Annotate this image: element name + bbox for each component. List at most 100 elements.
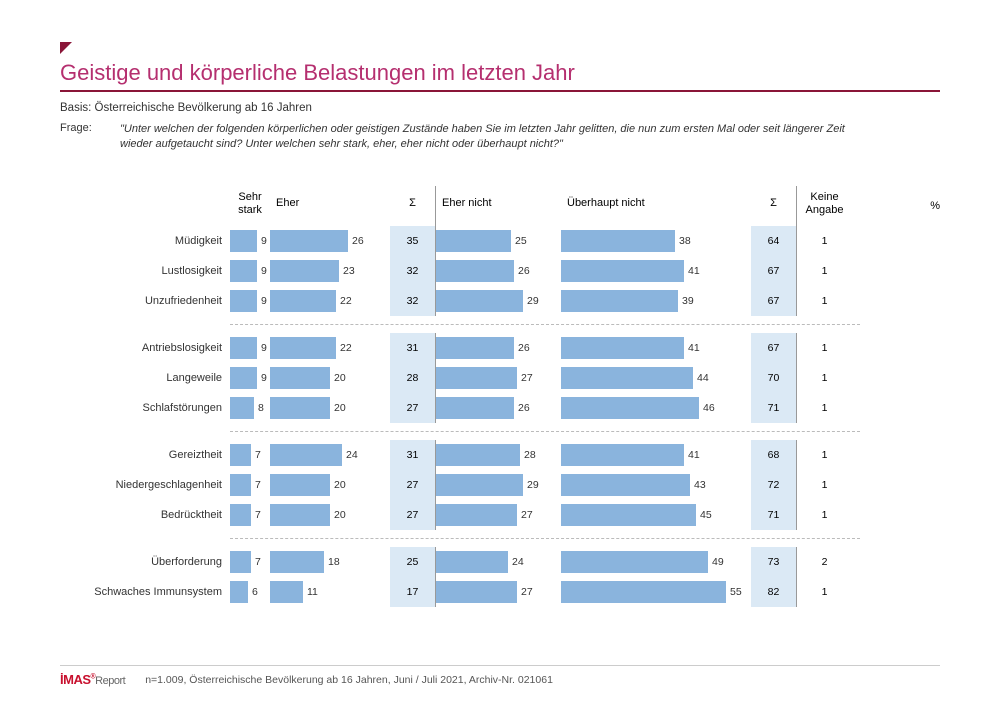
table-row: Müdigkeit926352538641 [60,226,940,256]
val-ueb-nicht: 39 [682,295,694,307]
val-eher: 11 [307,586,318,598]
val-ueb-nicht: 49 [712,556,724,568]
bar-sehr-stark [230,444,251,466]
table-row: Langeweile920282744701 [60,363,940,393]
val-eher-nicht: 24 [512,556,524,568]
val-ueb-nicht: 41 [688,265,700,277]
val-eher-nicht: 26 [518,402,530,414]
sum2: 72 [751,470,796,500]
table-row: Schwaches Immunsystem611172755821 [60,577,940,607]
val-eher: 20 [334,402,346,414]
percent-symbol: % [930,200,940,212]
bar-eher [270,504,330,526]
footer-text: n=1.009, Österreichische Bevölkerung ab … [145,674,553,686]
question-label: Frage: [60,122,120,152]
row-label: Langeweile [60,372,230,384]
row-label: Niedergeschlagenheit [60,479,230,491]
sum2: 71 [751,500,796,530]
basis-line: Basis: Österreichische Bevölkerung ab 16… [60,102,940,114]
hdr-keine: Keine Angabe [797,191,852,221]
val-sehr-stark: 9 [261,295,267,307]
val-keine: 1 [797,509,852,521]
bar-ueb-nicht [561,581,726,603]
bar-sehr-stark [230,230,257,252]
sum2: 73 [751,547,796,577]
bar-ueb-nicht [561,337,684,359]
sum2: 67 [751,256,796,286]
bar-ueb-nicht [561,367,693,389]
hdr-sum1: Σ [390,197,435,214]
row-label: Müdigkeit [60,235,230,247]
sum2: 67 [751,286,796,316]
bar-eher [270,551,324,573]
val-eher-nicht: 29 [527,295,539,307]
table-row: Lustlosigkeit923322641671 [60,256,940,286]
val-keine: 1 [797,342,852,354]
sum1: 17 [390,577,435,607]
sum1: 31 [390,440,435,470]
val-keine: 1 [797,235,852,247]
bar-sehr-stark [230,260,257,282]
group-divider [230,431,860,432]
row-label: Schwaches Immunsystem [60,586,230,598]
bar-ueb-nicht [561,230,675,252]
corner-accent [60,42,72,54]
basis-text: Österreichische Bevölkerung ab 16 Jahren [95,102,312,114]
val-eher: 24 [346,449,358,461]
table-row: Schlafstörungen820272646711 [60,393,940,423]
bar-eher-nicht [436,337,514,359]
val-sehr-stark: 8 [258,402,264,414]
val-sehr-stark: 7 [255,556,261,568]
bar-eher [270,337,336,359]
val-eher: 20 [334,372,346,384]
sum2: 64 [751,226,796,256]
bar-eher-nicht [436,474,523,496]
table-row: Gereiztheit724312841681 [60,440,940,470]
row-label: Lustlosigkeit [60,265,230,277]
sum1: 27 [390,500,435,530]
val-ueb-nicht: 45 [700,509,712,521]
sum2: 67 [751,333,796,363]
bar-ueb-nicht [561,290,678,312]
sum1: 35 [390,226,435,256]
bar-eher [270,230,348,252]
bar-eher [270,367,330,389]
sum2: 82 [751,577,796,607]
bar-eher [270,474,330,496]
bar-ueb-nicht [561,444,684,466]
sum1: 32 [390,256,435,286]
hdr-sum2: Σ [751,197,796,214]
row-label: Überforderung [60,556,230,568]
bar-sehr-stark [230,397,254,419]
sum2: 70 [751,363,796,393]
val-eher: 22 [340,342,352,354]
bar-sehr-stark [230,367,257,389]
bar-eher [270,290,336,312]
val-ueb-nicht: 38 [679,235,691,247]
row-label: Antriebslosigkeit [60,342,230,354]
val-sehr-stark: 9 [261,372,267,384]
val-keine: 1 [797,372,852,384]
val-keine: 1 [797,479,852,491]
val-keine: 2 [797,556,852,568]
footer: İMAS®Report n=1.009, Österreichische Bev… [60,665,940,687]
title-rule [60,90,940,92]
bar-ueb-nicht [561,551,708,573]
val-eher: 18 [328,556,340,568]
sum1: 31 [390,333,435,363]
val-sehr-stark: 7 [255,509,261,521]
bar-sehr-stark [230,474,251,496]
bar-eher-nicht [436,444,520,466]
val-ueb-nicht: 44 [697,372,709,384]
val-ueb-nicht: 43 [694,479,706,491]
group-divider [230,324,860,325]
hdr-eher: Eher [270,197,390,214]
bar-eher-nicht [436,367,517,389]
val-eher-nicht: 27 [521,372,533,384]
hdr-sehr-stark: Sehr stark [230,191,270,221]
sum2: 68 [751,440,796,470]
sum1: 27 [390,470,435,500]
table-row: Antriebslosigkeit922312641671 [60,333,940,363]
val-ueb-nicht: 41 [688,342,700,354]
row-label: Unzufriedenheit [60,295,230,307]
